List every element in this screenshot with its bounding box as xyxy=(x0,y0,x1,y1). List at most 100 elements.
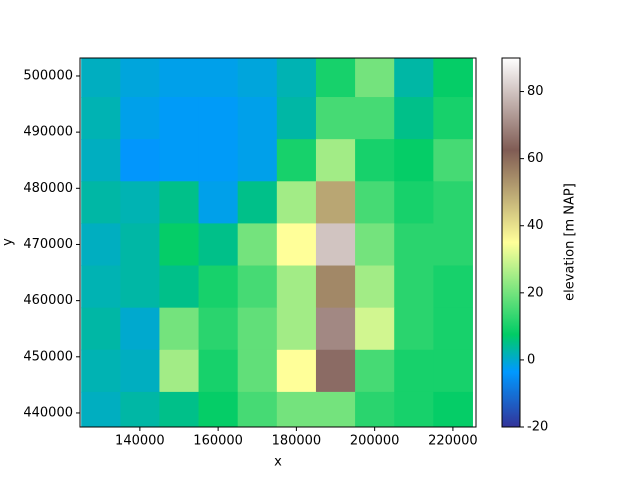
cell xyxy=(355,58,395,98)
cell xyxy=(81,181,121,224)
cell xyxy=(355,349,395,393)
cell xyxy=(355,139,395,182)
plot-area xyxy=(81,58,473,427)
colorbar-tick-label: 0 xyxy=(527,352,535,367)
cell xyxy=(120,97,160,140)
cell xyxy=(276,223,317,267)
cell xyxy=(237,391,278,427)
cell xyxy=(159,349,200,393)
cell xyxy=(81,391,121,427)
cell xyxy=(315,181,356,224)
y-tick-label: 470000 xyxy=(23,237,73,252)
cell xyxy=(433,265,473,309)
y-tick-label: 490000 xyxy=(23,125,73,140)
cell xyxy=(355,97,395,140)
cell xyxy=(433,223,473,267)
cell xyxy=(159,391,200,427)
cell xyxy=(120,58,160,98)
cell xyxy=(198,58,239,98)
cell xyxy=(120,349,160,393)
x-tick-label: 180000 xyxy=(272,434,322,449)
y-tick-label: 440000 xyxy=(23,405,73,420)
cell xyxy=(159,58,200,98)
x-tick-label: 160000 xyxy=(193,434,243,449)
cell xyxy=(276,307,317,351)
x-axis-label: x xyxy=(274,455,282,470)
x-tick-label: 220000 xyxy=(428,434,478,449)
cell xyxy=(237,139,278,182)
cell xyxy=(159,97,200,140)
cell xyxy=(198,223,239,267)
y-tick-label: 500000 xyxy=(23,68,73,83)
cell xyxy=(355,181,395,224)
cell xyxy=(81,349,121,393)
cell xyxy=(394,181,434,224)
cell xyxy=(120,391,160,427)
cell xyxy=(394,391,434,427)
cell xyxy=(433,391,473,427)
cell xyxy=(355,223,395,267)
cell xyxy=(315,223,356,267)
cell xyxy=(394,265,434,309)
cell xyxy=(276,58,317,98)
cell xyxy=(315,58,356,98)
cell xyxy=(237,181,278,224)
cell xyxy=(315,97,356,140)
cell xyxy=(159,307,200,351)
cell xyxy=(198,97,239,140)
colorbar-tick-label: 60 xyxy=(527,151,544,166)
cell xyxy=(81,58,121,98)
colorbar xyxy=(501,57,521,428)
cell xyxy=(394,97,434,140)
cell xyxy=(433,58,473,98)
cell xyxy=(394,349,434,393)
cell xyxy=(237,349,278,393)
cell xyxy=(315,139,356,182)
cell xyxy=(159,223,200,267)
cell xyxy=(394,139,434,182)
cell xyxy=(198,307,239,351)
cell xyxy=(120,181,160,224)
cell xyxy=(237,223,278,267)
cell xyxy=(433,349,473,393)
cell xyxy=(81,265,121,309)
cell xyxy=(237,97,278,140)
colorbar-tick-label: 40 xyxy=(527,218,544,233)
cell xyxy=(120,265,160,309)
cell xyxy=(120,307,160,351)
cell xyxy=(198,391,239,427)
cell xyxy=(315,391,356,427)
cell xyxy=(237,58,278,98)
cell xyxy=(355,391,395,427)
cell xyxy=(433,139,473,182)
cell xyxy=(120,139,160,182)
cell xyxy=(198,139,239,182)
colorbar-tick-label: 80 xyxy=(527,84,544,99)
cell xyxy=(159,265,200,309)
cell xyxy=(315,307,356,351)
cell xyxy=(394,223,434,267)
cell xyxy=(394,307,434,351)
cell xyxy=(198,349,239,393)
cell xyxy=(81,223,121,267)
cell xyxy=(276,97,317,140)
colorbar-tick-label: 20 xyxy=(527,285,544,300)
cell xyxy=(355,307,395,351)
y-tick-label: 480000 xyxy=(23,181,73,196)
x-tick-label: 200000 xyxy=(350,434,400,449)
cell xyxy=(433,97,473,140)
cell xyxy=(120,223,160,267)
cell xyxy=(276,139,317,182)
cell xyxy=(433,181,473,224)
cell xyxy=(159,181,200,224)
colorbar-label: elevation [m NAP] xyxy=(563,183,578,301)
cell xyxy=(394,58,434,98)
cell xyxy=(198,181,239,224)
cell xyxy=(198,265,239,309)
cell xyxy=(433,307,473,351)
y-axis-label: y xyxy=(1,238,16,246)
cell xyxy=(81,139,121,182)
cell xyxy=(81,97,121,140)
cell xyxy=(276,349,317,393)
